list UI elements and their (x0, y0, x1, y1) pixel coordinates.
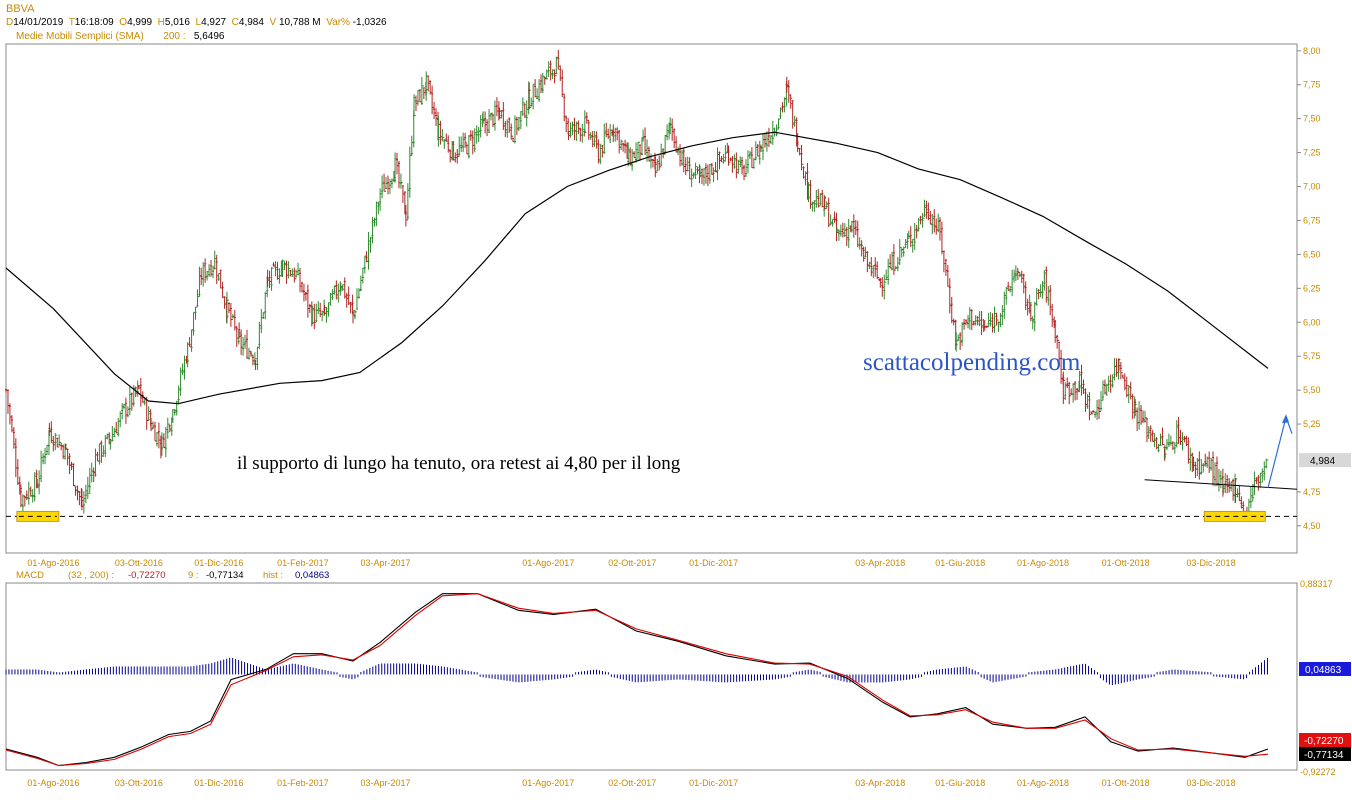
price-tick-label: 6,25 (1303, 283, 1321, 293)
signal-line (5, 593, 1269, 767)
price-tick-label: 5,25 (1303, 419, 1321, 429)
date-tick-label: 01-Feb-2017 (277, 778, 329, 788)
trendline (1144, 479, 1298, 490)
macd-max-tick: 0,88317 (1300, 579, 1333, 589)
hist-label: hist : (263, 570, 283, 581)
support-note-text: il supporto di lungo ha tenuto, ora rete… (237, 453, 681, 474)
price-tick-label: 7,25 (1303, 148, 1321, 158)
date-tick-label: 01-Dic-2017 (689, 558, 738, 568)
date-tick-label: 01-Feb-2017 (277, 558, 329, 568)
price-candles (5, 49, 1269, 522)
date-tick-label: 02-Ott-2017 (608, 558, 656, 568)
date-tick-label: 01-Ago-2016 (27, 778, 79, 788)
date-tick-label: 01-Dic-2016 (194, 558, 243, 568)
date-tick-label: 01-Ott-2018 (1102, 778, 1150, 788)
price-panel-frame (5, 43, 1298, 554)
date-tick-label: 01-Ott-2018 (1102, 558, 1150, 568)
volume-value: 10,788 M (278, 17, 321, 28)
svg-text:-0,77134: -0,77134 (1304, 750, 1344, 761)
date-tick-label: 01-Dic-2017 (689, 778, 738, 788)
date-value: 14/01/2019 (13, 17, 64, 28)
date-tick-label: 01-Ago-2018 (1017, 558, 1069, 568)
support-highlights (16, 510, 1266, 522)
date-tick-label: 03-Dic-2018 (1187, 558, 1236, 568)
signal-period: 9 : (188, 570, 199, 581)
date-tick-label: 01-Ago-2018 (1017, 778, 1069, 788)
last-price-marker: 4,984 (1299, 453, 1351, 468)
low-value: 4,927 (201, 17, 227, 28)
price-tick-label: 4,75 (1303, 487, 1321, 497)
macd-line (5, 593, 1269, 767)
date-tick-label: 01-Dic-2016 (194, 778, 243, 788)
svg-text:0,04863: 0,04863 (1305, 665, 1342, 676)
close-value: 4,984 (238, 17, 264, 28)
date-tick-label: 01-Ago-2017 (522, 778, 574, 788)
date-tick-label: 03-Apr-2018 (855, 778, 905, 788)
price-tick-label: 7,00 (1303, 182, 1321, 192)
open-value: 4,999 (127, 17, 153, 28)
high-value: 5,016 (164, 17, 190, 28)
time-value: 16:18:09 (74, 17, 114, 28)
price-tick-label: 6,50 (1303, 249, 1321, 259)
hist-value: 0,04863 (295, 570, 329, 581)
signal-value-badge: -0,77134 (1299, 747, 1351, 761)
hist-value-badge: 0,04863 (1299, 662, 1351, 676)
projection-arrow (1267, 414, 1293, 488)
price-tick-label: 6,75 (1303, 215, 1321, 225)
svg-text:4,984: 4,984 (1310, 456, 1335, 467)
svg-text:-0,72270: -0,72270 (1304, 736, 1344, 747)
sma-value: 5,6496 (193, 31, 225, 42)
date-tick-label: 03-Apr-2018 (855, 558, 905, 568)
date-tick-label: 01-Ago-2017 (522, 558, 574, 568)
varpct-value: -1,0326 (352, 17, 387, 28)
price-tick-label: 7,50 (1303, 114, 1321, 124)
price-tick-label: 7,75 (1303, 80, 1321, 90)
symbol-label: BBVA (6, 3, 35, 15)
sma-label: Medie Mobili Semplici (SMA) (16, 31, 144, 42)
macd-panel-frame (5, 582, 1298, 771)
date-tick-label: 01-Ago-2016 (27, 558, 79, 568)
ohlc-readout: D14/01/2019 T16:18:09 O4,999 H5,016 L4,9… (6, 17, 387, 28)
date-axis-bottom: 01-Ago-2016 03-Ott-2016 01-Dic-2016 01-Feb-… (27, 778, 1235, 788)
watermark-text: scattacolpending.com (863, 349, 1081, 376)
sma-period: 200 : (163, 31, 186, 42)
date-tick-label: 01-Giu-2018 (935, 778, 985, 788)
price-tick-label: 5,75 (1303, 351, 1321, 361)
macd-histogram (5, 657, 1268, 686)
projection-arrow-head (1282, 414, 1289, 424)
date-tick-label: 03-Apr-2017 (361, 558, 411, 568)
price-tick-label: 5,50 (1303, 385, 1321, 395)
date-tick-label: 02-Ott-2017 (608, 778, 656, 788)
sma-200-line (5, 131, 1269, 405)
date-tick-label: 03-Dic-2018 (1187, 778, 1236, 788)
date-axis-top: 01-Ago-2016 03-Ott-2016 01-Dic-2016 01-Feb-… (27, 558, 1235, 568)
date-tick-label: 03-Ott-2016 (115, 558, 163, 568)
price-tick-label: 4,50 (1303, 521, 1321, 531)
macd-params: (32 , 200) : (68, 570, 114, 581)
date-tick-label: 01-Giu-2018 (935, 558, 985, 568)
macd-min-tick: -0,92272 (1300, 767, 1336, 777)
date-tick-label: 03-Ott-2016 (115, 778, 163, 788)
signal-value: -0,77134 (206, 570, 244, 581)
macd-value-badge: -0,72270 (1299, 733, 1351, 747)
price-axis: 8,00 7,75 7,50 7,25 7,00 6,75 6,50 6,25 6,00 5,75… (1297, 46, 1321, 531)
price-tick-label: 8,00 (1303, 46, 1321, 56)
macd-value: -0,72270 (128, 570, 166, 581)
macd-label: MACD (16, 570, 44, 581)
price-tick-label: 6,00 (1303, 317, 1321, 327)
chart-header: BBVA D14/01/2019 T16:18:09 O4,999 H5,016… (6, 2, 706, 44)
date-tick-label: 03-Apr-2017 (361, 778, 411, 788)
sma-readout: Medie Mobili Semplici (SMA) 200 : 5,6496 (6, 30, 706, 44)
